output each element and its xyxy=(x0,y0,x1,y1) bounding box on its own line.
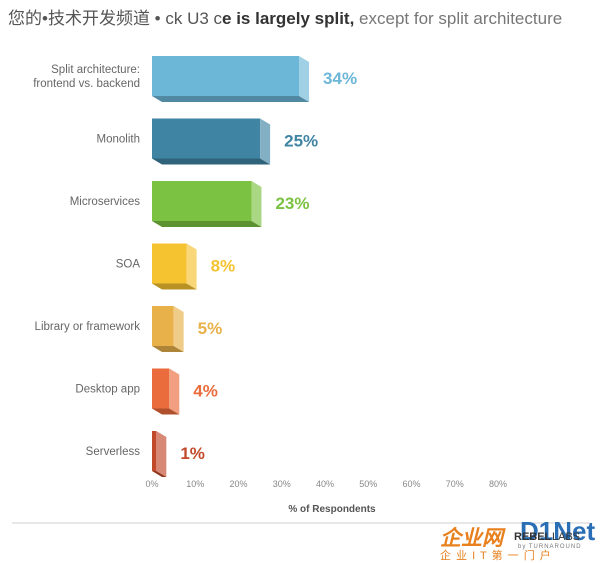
category-label-2: Microservices xyxy=(70,196,141,208)
bar-side-3 xyxy=(186,243,197,290)
bar-bottom-3 xyxy=(152,283,197,290)
category-label-0-0: Split architecture: xyxy=(51,64,140,76)
bar-bottom-2 xyxy=(152,221,262,227)
x-tick-label-7: 70% xyxy=(446,479,464,489)
category-label-6: Serverless xyxy=(86,446,141,458)
x-axis-title: % of Respondents xyxy=(288,504,376,515)
bar-side-0 xyxy=(299,56,310,102)
value-label-1: 25% xyxy=(284,132,318,151)
x-tick-label-3: 30% xyxy=(273,479,291,489)
brand-logo-dnet: D1Net xyxy=(520,516,596,546)
bar-bottom-0 xyxy=(152,96,310,102)
x-tick-label-5: 50% xyxy=(359,479,377,489)
x-tick-label-2: 20% xyxy=(229,479,247,489)
x-tick-label-4: 40% xyxy=(316,479,334,489)
brand-sub-cn: 企 业 I T 第 一 门 户 xyxy=(440,550,552,562)
value-label-3: 8% xyxy=(211,257,236,276)
bar-4 xyxy=(152,306,174,346)
value-label-6: 1% xyxy=(180,444,205,463)
category-label-3: SOA xyxy=(116,259,141,271)
value-label-5: 4% xyxy=(193,382,218,401)
value-label-2: 23% xyxy=(275,194,309,213)
chart-title-rest: except for split architecture xyxy=(354,9,563,28)
bar-side-2 xyxy=(251,181,262,227)
category-label-0-1: frontend vs. backend xyxy=(33,78,140,90)
chart-title: 您的•技术开发频道 • ck U3 ce is largely split, e… xyxy=(8,4,598,29)
bar-side-5 xyxy=(169,368,180,415)
bar-bottom-1 xyxy=(152,158,271,165)
bar-side-6 xyxy=(156,431,167,477)
bar-side-4 xyxy=(173,306,184,352)
category-label-1: Monolith xyxy=(97,134,140,146)
bar-6 xyxy=(152,431,157,471)
bar-2 xyxy=(152,181,252,221)
x-tick-label-1: 10% xyxy=(186,479,204,489)
x-tick-label-8: 80% xyxy=(489,479,507,489)
brand-logo-cn: 企业网 xyxy=(440,527,503,550)
bar-0 xyxy=(152,56,300,96)
value-label-0: 34% xyxy=(323,69,357,88)
value-label-4: 5% xyxy=(198,319,223,338)
bar-side-1 xyxy=(260,118,271,165)
chart-title-bold: e is largely split, xyxy=(222,9,355,28)
bar-5 xyxy=(152,368,170,409)
brand-labs: LABS xyxy=(552,531,581,543)
bar-bottom-5 xyxy=(152,408,180,415)
category-label-4: Library or framework xyxy=(35,321,141,333)
bar-bottom-4 xyxy=(152,346,184,352)
brand-by: by TURNAROUND xyxy=(518,544,582,550)
bar-bottom-6 xyxy=(152,471,167,477)
bar-1 xyxy=(152,118,261,159)
bar-3 xyxy=(152,243,187,284)
x-tick-label-6: 60% xyxy=(402,479,420,489)
chart-title-lead: 您的•技术开发频道 • ck U3 c xyxy=(8,9,223,28)
x-tick-label-0: 0% xyxy=(145,479,158,489)
category-label-5: Desktop app xyxy=(75,384,140,396)
brand-rebel: REBEL xyxy=(514,531,552,543)
